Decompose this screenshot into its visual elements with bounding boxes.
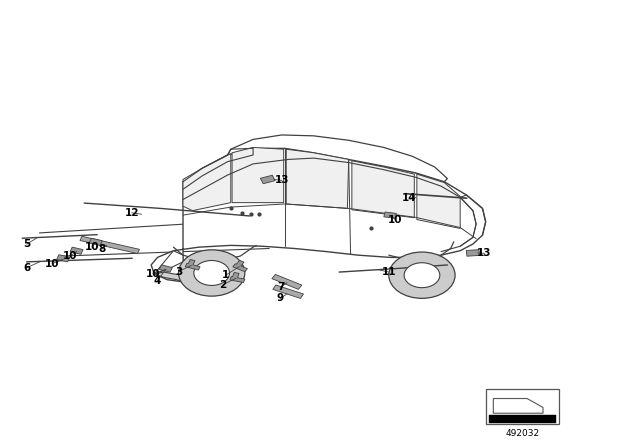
Polygon shape (151, 148, 486, 282)
Text: 10: 10 (388, 215, 403, 224)
Polygon shape (352, 161, 414, 218)
Text: 5: 5 (23, 239, 31, 249)
Polygon shape (493, 399, 543, 413)
Text: 12: 12 (125, 208, 140, 218)
Text: 8: 8 (99, 244, 106, 254)
Text: 11: 11 (381, 267, 396, 277)
Polygon shape (228, 135, 447, 182)
Polygon shape (80, 236, 140, 254)
Polygon shape (154, 251, 183, 274)
Text: 3: 3 (175, 267, 182, 276)
Text: 10: 10 (63, 251, 77, 261)
Circle shape (404, 263, 440, 288)
Text: 7: 7 (277, 282, 284, 292)
Polygon shape (159, 265, 172, 272)
Polygon shape (232, 147, 284, 202)
Polygon shape (57, 255, 70, 262)
Polygon shape (272, 275, 302, 289)
Polygon shape (286, 149, 349, 208)
Polygon shape (417, 174, 460, 228)
Polygon shape (183, 154, 231, 211)
Text: 10: 10 (45, 258, 60, 269)
Text: 4: 4 (154, 276, 161, 285)
Text: 10: 10 (84, 242, 99, 252)
Circle shape (389, 252, 455, 298)
Bar (489, 415, 556, 422)
Polygon shape (154, 272, 183, 282)
Polygon shape (185, 259, 200, 270)
Polygon shape (233, 260, 248, 272)
Text: 9: 9 (277, 293, 284, 303)
Bar (486, 389, 559, 424)
Polygon shape (230, 272, 245, 283)
Polygon shape (70, 247, 83, 254)
Polygon shape (260, 175, 275, 184)
Polygon shape (273, 285, 303, 298)
Text: 492032: 492032 (505, 429, 540, 438)
Text: 2: 2 (220, 280, 227, 289)
Polygon shape (89, 238, 102, 246)
Polygon shape (466, 250, 479, 256)
Text: 1: 1 (222, 270, 229, 280)
Text: 6: 6 (23, 263, 31, 273)
Text: 13: 13 (275, 175, 289, 185)
Text: 10: 10 (146, 269, 160, 279)
Polygon shape (384, 212, 396, 218)
Circle shape (194, 260, 230, 285)
Text: 14: 14 (402, 193, 417, 203)
Circle shape (179, 250, 245, 296)
Text: 13: 13 (477, 248, 492, 258)
